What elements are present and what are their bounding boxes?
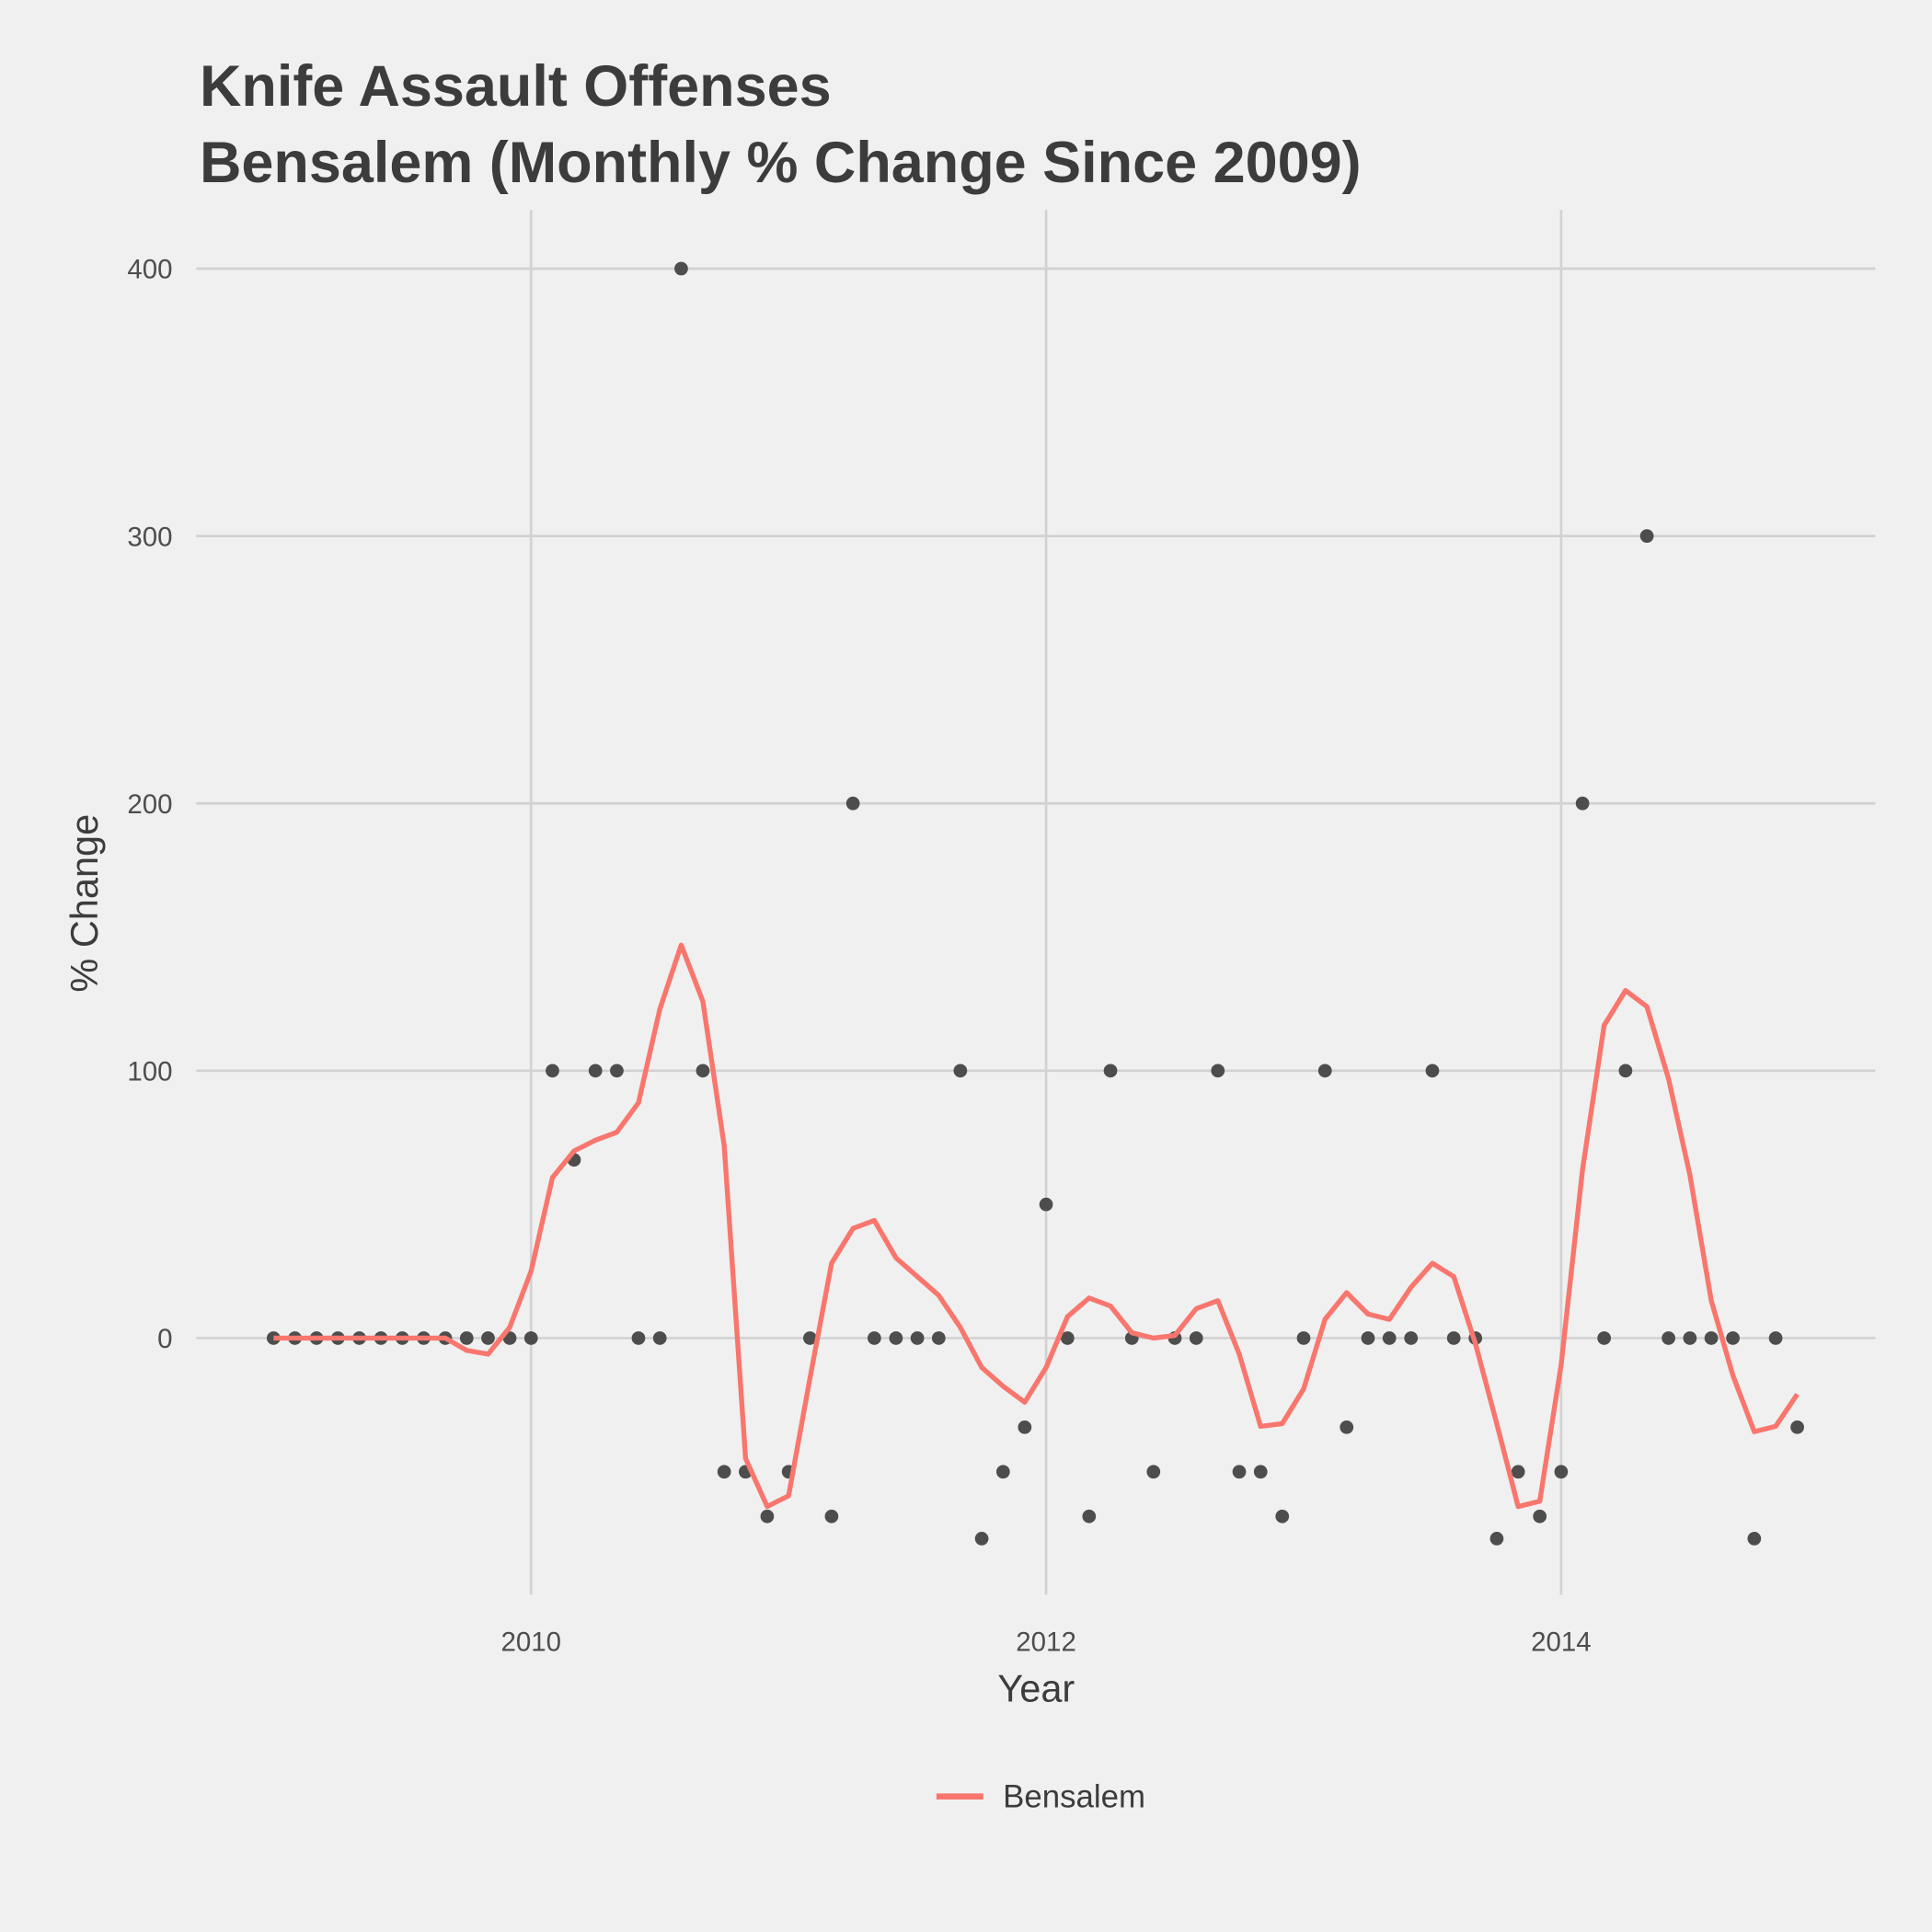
point	[1189, 1331, 1203, 1345]
grid: 0 100 200 300 400 2010 2012 2014	[127, 210, 1876, 1658]
point	[1597, 1331, 1612, 1345]
y-tick-label: 300	[127, 522, 172, 552]
point	[910, 1331, 925, 1345]
x-axis-title: Year	[997, 1667, 1075, 1710]
point	[1296, 1331, 1311, 1345]
point	[1382, 1331, 1397, 1345]
point	[1361, 1331, 1375, 1345]
point	[1340, 1420, 1354, 1434]
point	[1575, 796, 1590, 811]
point	[1211, 1064, 1225, 1078]
point	[1404, 1331, 1419, 1345]
point	[1060, 1331, 1075, 1345]
point	[1146, 1465, 1161, 1479]
point	[931, 1331, 946, 1345]
chart-title: Knife Assault Offenses	[200, 54, 832, 119]
chart-title: Bensalem (Monthly % Change Since 2009)	[200, 131, 1362, 195]
point	[889, 1331, 903, 1345]
point	[674, 261, 688, 276]
point	[1790, 1420, 1804, 1434]
point	[953, 1064, 968, 1078]
point	[1639, 529, 1654, 543]
point	[717, 1465, 731, 1479]
x-tick-label: 2010	[500, 1627, 561, 1658]
point	[481, 1331, 495, 1345]
point	[1018, 1420, 1032, 1434]
point	[588, 1064, 603, 1078]
point	[1511, 1465, 1525, 1479]
point	[760, 1509, 775, 1524]
y-axis-title: % Change	[63, 814, 106, 993]
legend: Bensalem	[936, 1779, 1145, 1815]
point	[845, 796, 860, 811]
point	[1103, 1064, 1118, 1078]
point	[1082, 1509, 1097, 1524]
point	[546, 1064, 559, 1078]
y-tick-label: 200	[127, 789, 172, 820]
line	[273, 942, 1800, 1510]
x-tick-label: 2012	[1016, 1627, 1076, 1658]
y-tick-label: 0	[157, 1324, 172, 1354]
marks	[266, 261, 1804, 1546]
point	[523, 1331, 538, 1345]
point	[266, 1331, 281, 1345]
y-tick-label: 400	[127, 255, 172, 285]
y-tick-label: 100	[127, 1057, 172, 1087]
point	[696, 1064, 710, 1078]
point	[1253, 1465, 1268, 1479]
point	[824, 1509, 839, 1524]
point	[1425, 1064, 1440, 1078]
point	[974, 1532, 989, 1546]
point	[1618, 1064, 1633, 1078]
point	[1275, 1509, 1290, 1524]
point	[631, 1331, 646, 1345]
point	[610, 1064, 624, 1078]
point	[1232, 1465, 1247, 1479]
point	[652, 1331, 667, 1345]
point	[1554, 1465, 1569, 1479]
point	[1489, 1532, 1504, 1546]
point	[1317, 1064, 1332, 1078]
point	[1747, 1532, 1762, 1546]
point	[867, 1331, 881, 1345]
point	[1683, 1331, 1697, 1345]
point	[1446, 1331, 1461, 1345]
x-tick-label: 2014	[1531, 1627, 1592, 1658]
point	[995, 1465, 1010, 1479]
point	[1768, 1331, 1783, 1345]
point	[1726, 1331, 1740, 1345]
point	[459, 1331, 474, 1345]
legend-label: Bensalem	[1003, 1779, 1145, 1815]
point	[1039, 1197, 1053, 1212]
point	[1533, 1509, 1547, 1524]
point	[1704, 1331, 1719, 1345]
point	[1662, 1331, 1675, 1345]
point	[803, 1331, 817, 1345]
